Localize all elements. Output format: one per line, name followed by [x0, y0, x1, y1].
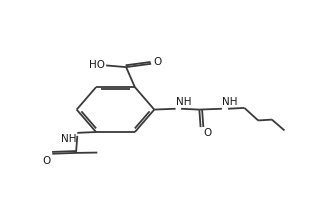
Text: O: O — [153, 57, 162, 67]
Text: NH: NH — [222, 97, 238, 107]
Text: O: O — [42, 156, 50, 166]
Text: O: O — [203, 128, 211, 138]
Text: NH: NH — [176, 97, 192, 107]
Text: NH: NH — [61, 134, 77, 144]
Text: HO: HO — [89, 60, 105, 70]
